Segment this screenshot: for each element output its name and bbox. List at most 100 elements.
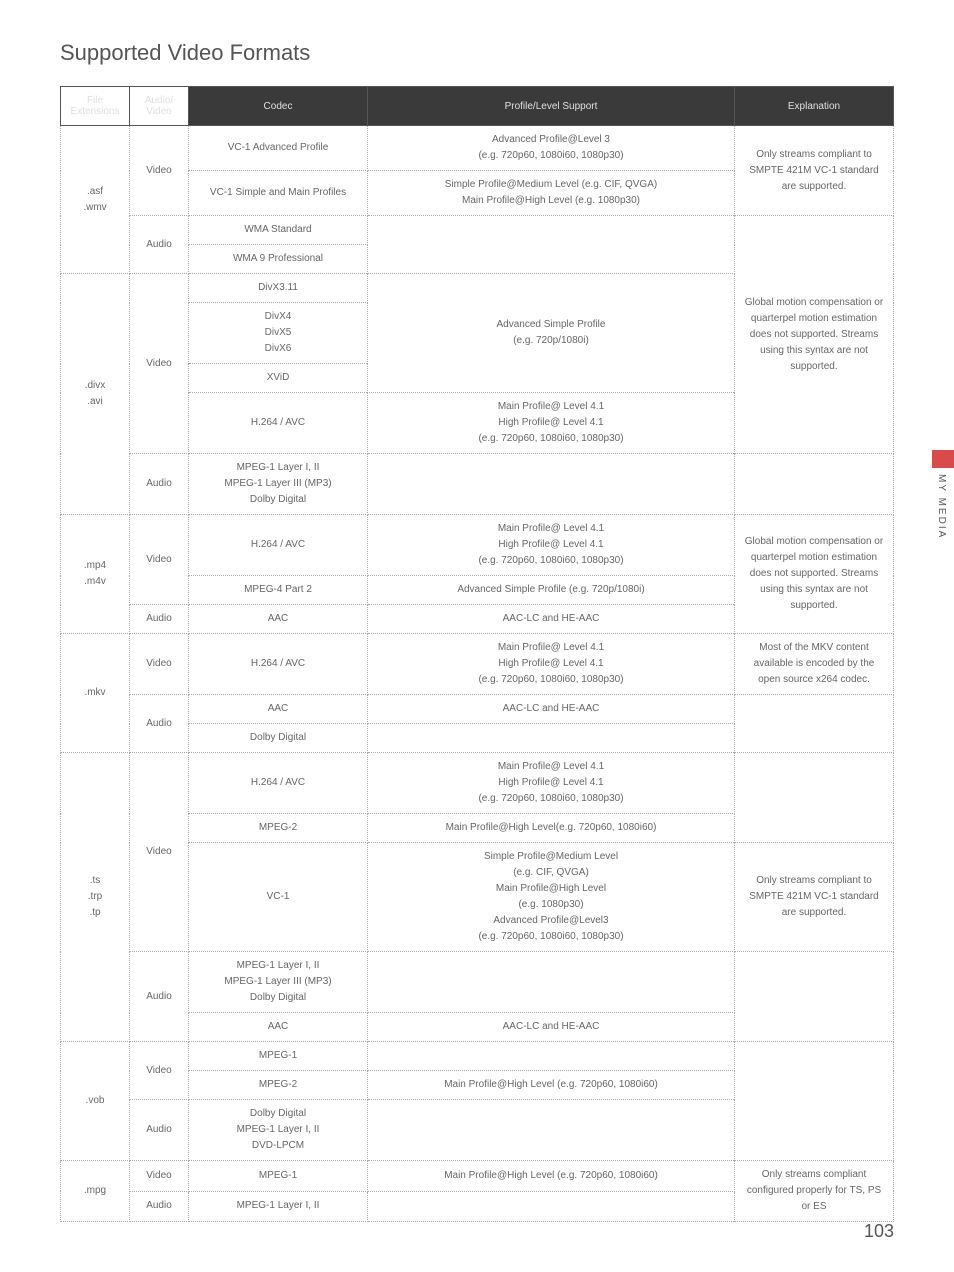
cell-av: Video — [130, 126, 189, 216]
cell-codec: VC-1 — [189, 843, 368, 952]
cell-ext: .mp4 .m4v — [61, 515, 130, 634]
cell-profile — [368, 1191, 735, 1222]
cell-av: Audio — [130, 1100, 189, 1161]
table-row: .vob Video MPEG-1 — [61, 1042, 894, 1071]
side-tab: MY MEDIA — [932, 450, 954, 540]
cell-codec: H.264 / AVC — [189, 393, 368, 454]
cell-profile: Simple Profile@Medium Level (e.g. CIF, Q… — [368, 843, 735, 952]
cell-codec: Dolby Digital MPEG-1 Layer I, II DVD-LPC… — [189, 1100, 368, 1161]
cell-profile: Main Profile@ Level 4.1 High Profile@ Le… — [368, 634, 735, 695]
cell-expl: Global motion compensation or quarterpel… — [735, 216, 894, 454]
th-av: Audio/ Video — [130, 87, 189, 126]
cell-profile — [368, 724, 735, 753]
cell-codec: MPEG-1 Layer I, II MPEG-1 Layer III (MP3… — [189, 952, 368, 1013]
cell-profile: Advanced Profile@Level 3 (e.g. 720p60, 1… — [368, 126, 735, 171]
table-row: Audio MPEG-1 Layer I, II MPEG-1 Layer II… — [61, 952, 894, 1013]
cell-expl — [735, 695, 894, 753]
table-row: Audio MPEG-1 Layer I, II MPEG-1 Layer II… — [61, 454, 894, 515]
cell-profile: Main Profile@ Level 4.1 High Profile@ Le… — [368, 753, 735, 814]
th-profile: Profile/Level Support — [368, 87, 735, 126]
cell-profile — [368, 1100, 735, 1161]
cell-expl: Only streams compliant configured proper… — [735, 1161, 894, 1222]
cell-ext: .asf .wmv — [61, 126, 130, 274]
cell-av: Video — [130, 515, 189, 605]
cell-profile: Main Profile@High Level(e.g. 720p60, 108… — [368, 814, 735, 843]
cell-profile: Main Profile@High Level (e.g. 720p60, 10… — [368, 1161, 735, 1192]
cell-av: Audio — [130, 952, 189, 1042]
cell-profile — [368, 454, 735, 515]
cell-codec: MPEG-1 Layer I, II MPEG-1 Layer III (MP3… — [189, 454, 368, 515]
cell-profile: Main Profile@High Level (e.g. 720p60, 10… — [368, 1071, 735, 1100]
cell-profile: Simple Profile@Medium Level (e.g. CIF, Q… — [368, 171, 735, 216]
cell-codec: WMA Standard — [189, 216, 368, 245]
formats-table: File Extensions Audio/ Video Codec Profi… — [60, 86, 894, 1222]
cell-av: Audio — [130, 605, 189, 634]
table-row: Audio WMA Standard Global motion compens… — [61, 216, 894, 245]
cell-codec: DivX3.11 — [189, 274, 368, 303]
cell-av: Video — [130, 753, 189, 952]
cell-codec: Dolby Digital — [189, 724, 368, 753]
cell-codec: VC-1 Simple and Main Profiles — [189, 171, 368, 216]
th-expl: Explanation — [735, 87, 894, 126]
cell-av: Video — [130, 1042, 189, 1100]
side-tab-bar — [932, 450, 954, 468]
cell-codec: MPEG-4 Part 2 — [189, 576, 368, 605]
cell-profile: AAC-LC and HE-AAC — [368, 605, 735, 634]
cell-codec: H.264 / AVC — [189, 753, 368, 814]
cell-expl — [735, 454, 894, 515]
cell-ext: .divx .avi — [61, 274, 130, 515]
cell-av: Audio — [130, 216, 189, 274]
cell-ext: .mpg — [61, 1161, 130, 1222]
cell-expl: Only streams compliant to SMPTE 421M VC-… — [735, 126, 894, 216]
cell-codec: MPEG-1 Layer I, II — [189, 1191, 368, 1222]
side-tab-label: MY MEDIA — [936, 468, 947, 539]
cell-codec: XViD — [189, 364, 368, 393]
page-title: Supported Video Formats — [60, 40, 894, 66]
cell-profile: Advanced Simple Profile (e.g. 720p/1080i… — [368, 576, 735, 605]
table-row: .mp4 .m4v Video H.264 / AVC Main Profile… — [61, 515, 894, 576]
table-header-row: File Extensions Audio/ Video Codec Profi… — [61, 87, 894, 126]
cell-av: Video — [130, 274, 189, 454]
cell-ext: .mkv — [61, 634, 130, 753]
cell-av: Audio — [130, 1191, 189, 1222]
cell-profile — [368, 216, 735, 274]
cell-profile: AAC-LC and HE-AAC — [368, 1013, 735, 1042]
cell-codec: DivX4 DivX5 DivX6 — [189, 303, 368, 364]
cell-profile — [368, 1042, 735, 1071]
cell-expl: Only streams compliant to SMPTE 421M VC-… — [735, 843, 894, 952]
cell-codec: H.264 / AVC — [189, 634, 368, 695]
table-row: .mkv Video H.264 / AVC Main Profile@ Lev… — [61, 634, 894, 695]
table-row: Audio AAC AAC-LC and HE-AAC — [61, 695, 894, 724]
cell-profile: AAC-LC and HE-AAC — [368, 695, 735, 724]
cell-codec: AAC — [189, 695, 368, 724]
cell-codec: MPEG-2 — [189, 1071, 368, 1100]
cell-profile: Advanced Simple Profile (e.g. 720p/1080i… — [368, 274, 735, 393]
cell-codec: MPEG-1 — [189, 1042, 368, 1071]
cell-expl: Global motion compensation or quarterpel… — [735, 515, 894, 634]
cell-profile: Main Profile@ Level 4.1 High Profile@ Le… — [368, 393, 735, 454]
cell-expl — [735, 952, 894, 1042]
cell-expl — [735, 753, 894, 843]
cell-profile — [368, 952, 735, 1013]
cell-ext: .ts .trp .tp — [61, 753, 130, 1042]
cell-profile: Main Profile@ Level 4.1 High Profile@ Le… — [368, 515, 735, 576]
th-codec: Codec — [189, 87, 368, 126]
cell-codec: MPEG-2 — [189, 814, 368, 843]
cell-av: Video — [130, 634, 189, 695]
cell-codec: WMA 9 Professional — [189, 245, 368, 274]
cell-codec: VC-1 Advanced Profile — [189, 126, 368, 171]
table-row: .ts .trp .tp Video H.264 / AVC Main Prof… — [61, 753, 894, 814]
page-number: 103 — [864, 1221, 894, 1242]
cell-codec: H.264 / AVC — [189, 515, 368, 576]
cell-av: Audio — [130, 454, 189, 515]
cell-av: Video — [130, 1161, 189, 1192]
cell-codec: AAC — [189, 1013, 368, 1042]
th-ext: File Extensions — [61, 87, 130, 126]
table-row: .mpg Video MPEG-1 Main Profile@High Leve… — [61, 1161, 894, 1192]
cell-codec: MPEG-1 — [189, 1161, 368, 1192]
cell-ext: .vob — [61, 1042, 130, 1161]
cell-av: Audio — [130, 695, 189, 753]
cell-expl — [735, 1042, 894, 1161]
cell-expl: Most of the MKV content available is enc… — [735, 634, 894, 695]
cell-codec: AAC — [189, 605, 368, 634]
